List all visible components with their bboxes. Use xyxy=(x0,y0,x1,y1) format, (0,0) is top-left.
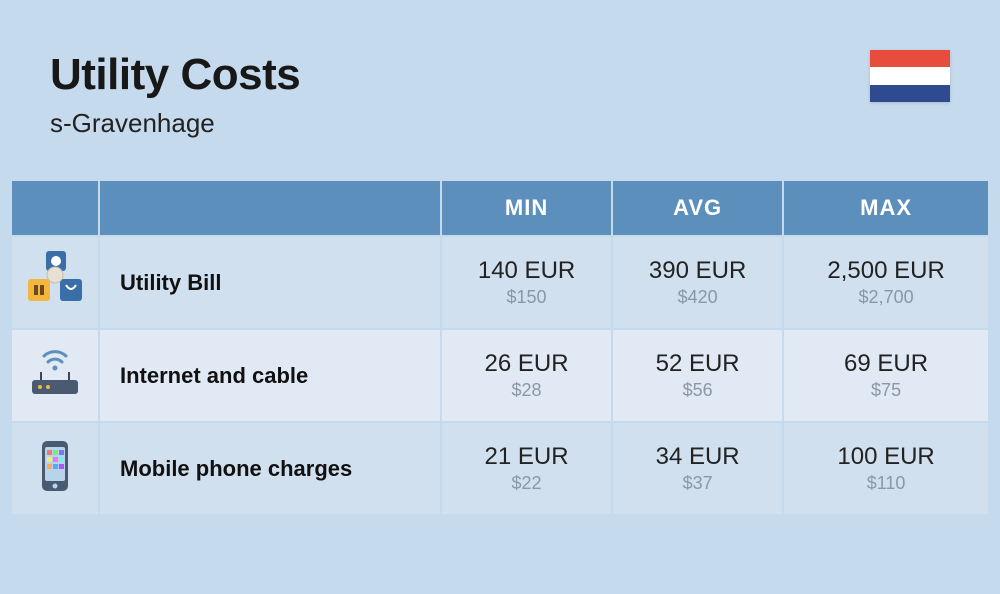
table-container: MIN AVG MAX xyxy=(0,179,1000,516)
row-min: 140 EUR $150 xyxy=(442,237,611,328)
router-icon xyxy=(26,344,84,407)
row-max: 69 EUR $75 xyxy=(784,330,988,421)
table-row: Internet and cable 26 EUR $28 52 EUR $56… xyxy=(12,330,988,421)
value-primary: 2,500 EUR xyxy=(784,257,988,285)
value-primary: 52 EUR xyxy=(613,350,782,378)
row-max: 100 EUR $110 xyxy=(784,423,988,514)
flag-icon xyxy=(870,50,950,102)
utility-bill-icon xyxy=(26,251,84,314)
value-primary: 26 EUR xyxy=(442,350,611,378)
row-max: 2,500 EUR $2,700 xyxy=(784,237,988,328)
page-title: Utility Costs xyxy=(50,50,300,100)
row-label: Utility Bill xyxy=(100,237,440,328)
flag-stripe-bot xyxy=(870,85,950,102)
value-secondary: $110 xyxy=(784,473,988,494)
value-secondary: $28 xyxy=(442,380,611,401)
value-primary: 100 EUR xyxy=(784,443,988,471)
table-row: Mobile phone charges 21 EUR $22 34 EUR $… xyxy=(12,423,988,514)
row-icon-cell xyxy=(12,423,98,514)
row-icon-cell xyxy=(12,330,98,421)
table-header-min: MIN xyxy=(442,181,611,235)
row-min: 26 EUR $28 xyxy=(442,330,611,421)
table-header-max: MAX xyxy=(784,181,988,235)
value-secondary: $75 xyxy=(784,380,988,401)
row-label: Internet and cable xyxy=(100,330,440,421)
table-row: Utility Bill 140 EUR $150 390 EUR $420 2… xyxy=(12,237,988,328)
page-subtitle: s-Gravenhage xyxy=(50,108,300,139)
value-primary: 140 EUR xyxy=(442,257,611,285)
header: Utility Costs s-Gravenhage xyxy=(0,0,1000,179)
flag-stripe-mid xyxy=(870,67,950,84)
phone-icon xyxy=(26,437,84,500)
flag-stripe-top xyxy=(870,50,950,67)
row-avg: 52 EUR $56 xyxy=(613,330,782,421)
value-secondary: $37 xyxy=(613,473,782,494)
value-primary: 69 EUR xyxy=(784,350,988,378)
value-primary: 21 EUR xyxy=(442,443,611,471)
table-header-empty-label xyxy=(100,181,440,235)
row-avg: 390 EUR $420 xyxy=(613,237,782,328)
table-header-avg: AVG xyxy=(613,181,782,235)
value-secondary: $150 xyxy=(442,287,611,308)
row-min: 21 EUR $22 xyxy=(442,423,611,514)
value-secondary: $22 xyxy=(442,473,611,494)
value-secondary: $56 xyxy=(613,380,782,401)
table-header-empty-icon xyxy=(12,181,98,235)
title-block: Utility Costs s-Gravenhage xyxy=(50,50,300,139)
row-avg: 34 EUR $37 xyxy=(613,423,782,514)
row-icon-cell xyxy=(12,237,98,328)
table-header-row: MIN AVG MAX xyxy=(12,181,988,235)
value-secondary: $420 xyxy=(613,287,782,308)
utility-cost-table: MIN AVG MAX xyxy=(10,179,990,516)
value-primary: 390 EUR xyxy=(613,257,782,285)
value-secondary: $2,700 xyxy=(784,287,988,308)
value-primary: 34 EUR xyxy=(613,443,782,471)
row-label: Mobile phone charges xyxy=(100,423,440,514)
